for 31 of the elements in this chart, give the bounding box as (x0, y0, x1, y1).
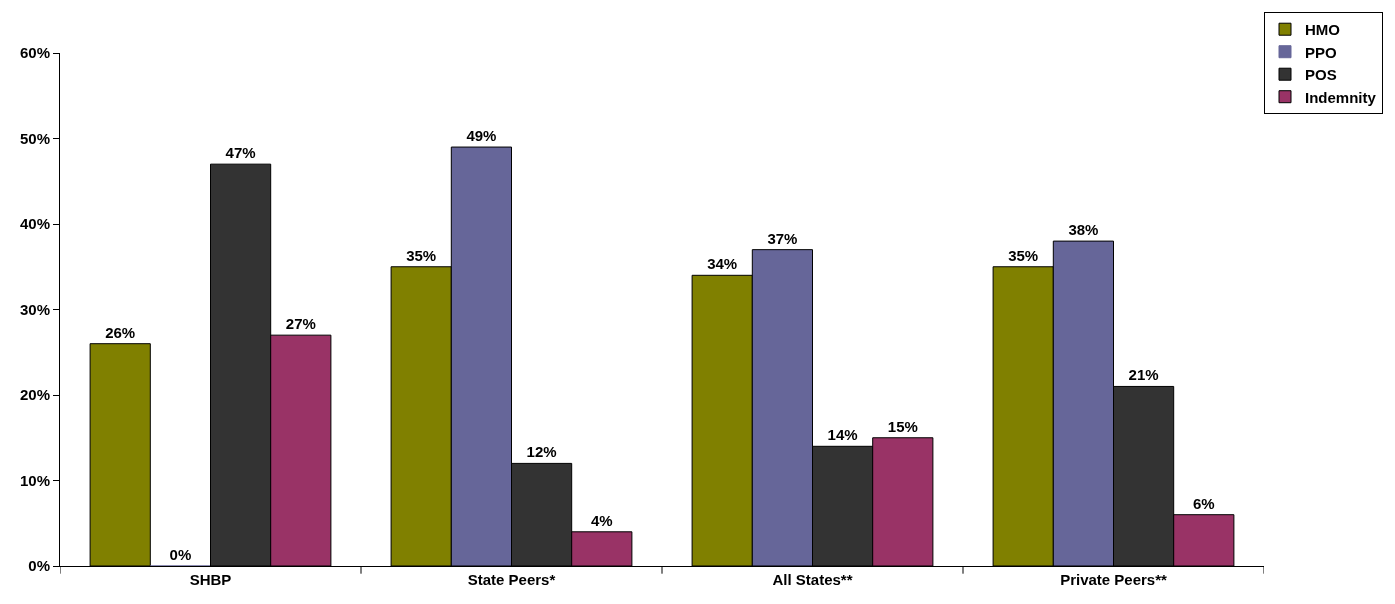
data-label: 15% (887, 417, 918, 435)
y-tick-label: 50% (19, 129, 50, 147)
data-label: 4% (590, 511, 613, 529)
data-label: 21% (1128, 366, 1159, 384)
y-tick-label: 0% (28, 557, 50, 575)
x-tick-label: Private Peers** (1060, 571, 1168, 588)
y-tick-label: 20% (19, 386, 50, 404)
data-label: 6% (1192, 494, 1215, 512)
legend-label: HMO (1305, 21, 1341, 39)
data-label: 49% (466, 127, 497, 145)
y-tick-label: 30% (19, 300, 50, 318)
data-label: 38% (1068, 221, 1099, 239)
data-label: 12% (526, 443, 557, 461)
x-tick-label: State Peers* (467, 571, 556, 588)
y-tick-label: 40% (19, 215, 50, 233)
data-label: 34% (707, 255, 738, 273)
data-label: 47% (225, 144, 256, 162)
data-label: 37% (767, 229, 798, 247)
y-tick-label: 60% (19, 44, 50, 62)
legend-label: POS (1305, 66, 1337, 84)
x-tick-label: All States** (772, 571, 853, 588)
legend-label: Indemnity (1305, 88, 1377, 106)
data-label: 0% (169, 546, 192, 563)
data-label: 27% (285, 315, 316, 333)
x-tick-label: SHBP (189, 571, 232, 588)
data-label: 26% (105, 323, 136, 341)
data-label: 35% (406, 246, 437, 264)
data-label: 14% (827, 426, 858, 444)
legend-label: PPO (1305, 43, 1338, 61)
data-label: 35% (1008, 246, 1039, 264)
y-tick-label: 10% (19, 471, 50, 489)
